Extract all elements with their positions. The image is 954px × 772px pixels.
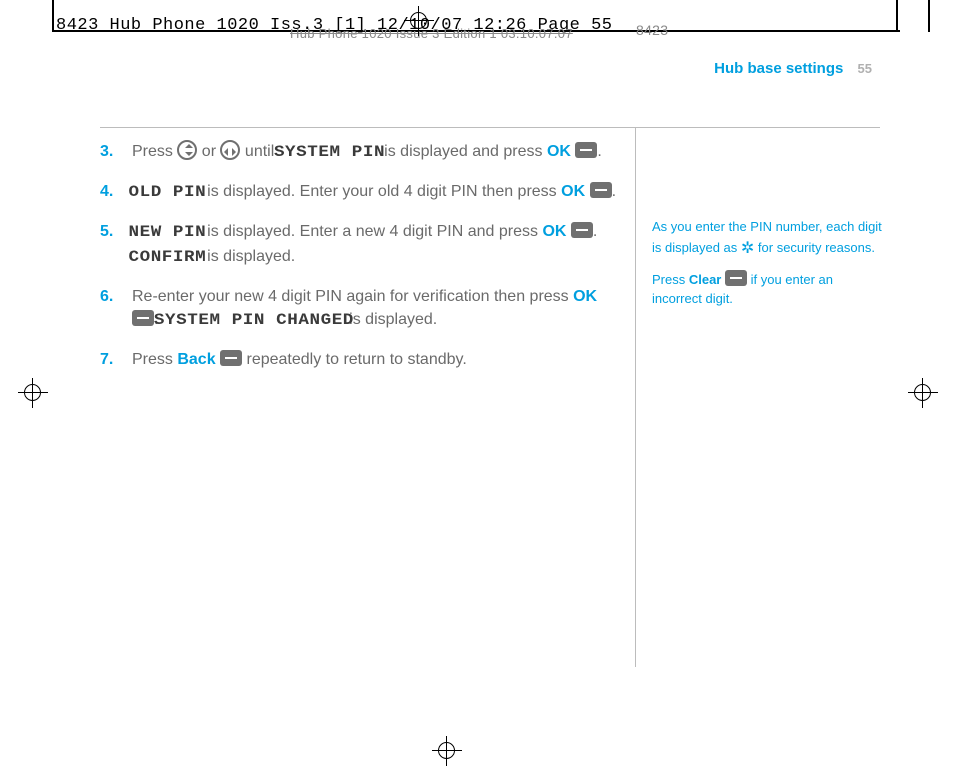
button-icon xyxy=(571,222,593,238)
instruction-step: 6.Re-enter your new 4 digit PIN again fo… xyxy=(100,285,620,332)
sidebar-p2-pre: Press xyxy=(652,272,689,287)
ok-label: OK xyxy=(561,183,585,200)
sidebar-p2: Press Clear if you enter an incorrect di… xyxy=(652,270,882,309)
lcd-text: SYSTEM PIN CHANGED xyxy=(154,309,354,332)
nav-updown-icon xyxy=(177,140,197,160)
step-number: 4. xyxy=(100,180,113,203)
crop-mark-outer-tr xyxy=(928,0,930,32)
instruction-step: 4.OLD PIN is displayed. Enter your old 4… xyxy=(100,180,620,204)
lcd-text: OLD PIN xyxy=(128,181,206,204)
running-head: Hub base settings 55 xyxy=(70,60,880,77)
ok-label: OK xyxy=(547,143,571,160)
registration-mark-bottom xyxy=(432,736,462,766)
lcd-text: NEW PIN xyxy=(128,221,206,244)
step-number: 5. xyxy=(100,220,113,243)
button-icon xyxy=(132,310,154,326)
sidebar-p1-post: for security reasons. xyxy=(754,240,875,255)
nav-leftright-icon xyxy=(220,140,240,160)
lcd-text: CONFIRM xyxy=(128,246,206,269)
page-number: 55 xyxy=(858,61,872,76)
button-icon xyxy=(575,142,597,158)
sidebar-note: As you enter the PIN number, each digit … xyxy=(652,218,882,319)
horizontal-rule xyxy=(100,127,880,128)
step-number: 7. xyxy=(100,348,113,371)
button-icon xyxy=(725,270,747,286)
registration-mark-top xyxy=(404,6,434,36)
main-steps: 3.Press or until SYSTEM PIN is displayed… xyxy=(100,140,620,387)
ok-label: OK xyxy=(542,223,566,240)
job-number: 8423 xyxy=(636,22,668,38)
page-content: Hub base settings 55 xyxy=(70,60,880,89)
step-number: 6. xyxy=(100,285,113,308)
button-icon xyxy=(590,182,612,198)
registration-mark-left xyxy=(18,378,48,408)
back-label: Back xyxy=(177,351,215,368)
ok-label: OK xyxy=(573,288,597,305)
sidebar-p1: As you enter the PIN number, each digit … xyxy=(652,218,882,260)
crop-mark-tr-v xyxy=(896,0,898,32)
column-rule xyxy=(635,127,636,667)
asterisk-icon: ✲ xyxy=(741,237,754,260)
button-icon xyxy=(220,350,242,366)
crop-mark-tl-v xyxy=(52,0,54,32)
section-title: Hub base settings xyxy=(714,60,843,77)
step-number: 3. xyxy=(100,140,113,163)
registration-mark-right xyxy=(908,378,938,408)
instruction-step: 5.NEW PIN is displayed. Enter a new 4 di… xyxy=(100,220,620,268)
lcd-text: SYSTEM PIN xyxy=(274,141,385,164)
instruction-step: 7.Press Back repeatedly to return to sta… xyxy=(100,348,620,371)
instruction-step: 3.Press or until SYSTEM PIN is displayed… xyxy=(100,140,620,164)
clear-label: Clear xyxy=(689,272,722,287)
